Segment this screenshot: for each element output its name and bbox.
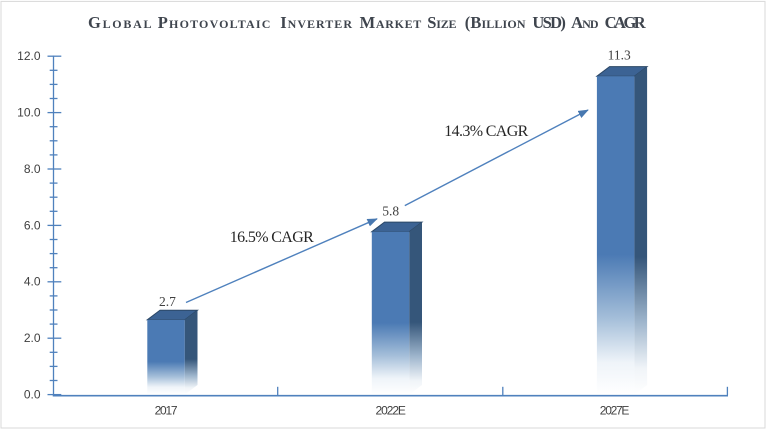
svg-text:(Billion: (Billion	[465, 13, 526, 32]
svg-text:And: And	[571, 13, 599, 32]
svg-text:2.7: 2.7	[159, 294, 176, 309]
svg-text:10.0: 10.0	[17, 106, 41, 120]
svg-text:16.5% CAGR: 16.5% CAGR	[230, 229, 314, 246]
svg-text:Inverter: Inverter	[280, 13, 352, 32]
svg-text:Global: Global	[88, 13, 152, 32]
svg-text:2022E: 2022E	[375, 404, 406, 418]
svg-text:Size: Size	[427, 13, 456, 32]
svg-text:12.0: 12.0	[17, 49, 41, 63]
svg-text:Market: Market	[360, 13, 422, 32]
svg-text:2027E: 2027E	[600, 404, 630, 418]
svg-text:4.0: 4.0	[24, 275, 41, 289]
svg-text:2.0: 2.0	[24, 331, 41, 345]
svg-text:Photovoltaic: Photovoltaic	[158, 13, 271, 32]
svg-text:2017: 2017	[155, 404, 178, 418]
svg-text:11.3: 11.3	[608, 48, 631, 63]
svg-text:USD): USD)	[532, 13, 566, 32]
svg-text:5.8: 5.8	[382, 203, 399, 218]
svg-text:0.0: 0.0	[24, 388, 41, 402]
svg-text:8.0: 8.0	[24, 162, 41, 176]
svg-text:14.3% CAGR: 14.3% CAGR	[444, 123, 528, 140]
svg-text:CAGR: CAGR	[605, 13, 647, 32]
svg-text:6.0: 6.0	[24, 218, 41, 232]
